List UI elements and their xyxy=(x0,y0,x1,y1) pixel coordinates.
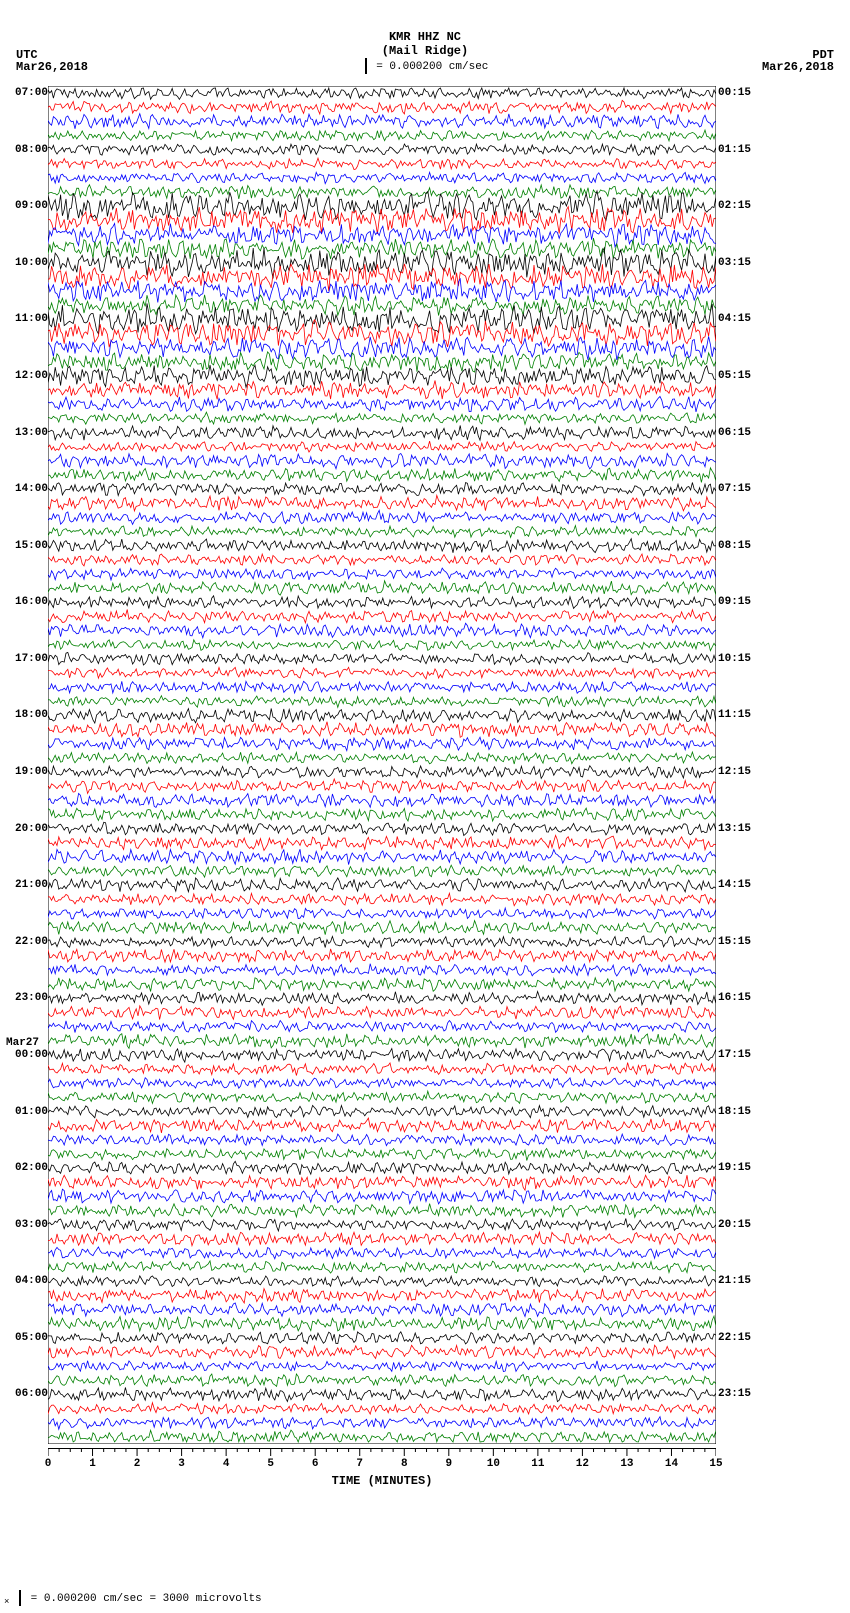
utc-time-row: 11:00 xyxy=(15,313,48,325)
pdt-time-row: 07:15 xyxy=(718,483,751,495)
x-tick-label: 10 xyxy=(487,1458,500,1470)
utc-time-row: 13:00 xyxy=(15,427,48,439)
seismogram-container: KMR HHZ NC (Mail Ridge) = 0.000200 cm/se… xyxy=(0,0,850,1613)
seismogram-svg xyxy=(48,86,716,1444)
x-tick-label: 13 xyxy=(620,1458,633,1470)
utc-time-row: 03:00 xyxy=(15,1219,48,1231)
pdt-time-row: 22:15 xyxy=(718,1332,751,1344)
station-code: KMR HHZ NC xyxy=(0,30,850,44)
pdt-time-row: 02:15 xyxy=(718,200,751,212)
x-tick-label: 3 xyxy=(178,1458,185,1470)
station-location: (Mail Ridge) xyxy=(0,44,850,58)
pdt-time-row: 14:15 xyxy=(718,879,751,891)
utc-time-row: 09:00 xyxy=(15,200,48,212)
utc-time-row: 16:00 xyxy=(15,596,48,608)
pdt-time-row: 08:15 xyxy=(718,540,751,552)
left-date: Mar26,2018 xyxy=(16,60,88,74)
pdt-time-row: 21:15 xyxy=(718,1275,751,1287)
right-date: Mar26,2018 xyxy=(762,60,834,74)
pdt-time-row: 19:15 xyxy=(718,1162,751,1174)
footer-x-icon: × xyxy=(4,1597,9,1607)
utc-time-row: 15:00 xyxy=(15,540,48,552)
pdt-time-row: 17:15 xyxy=(718,1049,751,1061)
x-axis-label: TIME (MINUTES) xyxy=(48,1474,716,1488)
x-axis: 0123456789101112131415 TIME (MINUTES) xyxy=(48,1448,716,1508)
pdt-time-row: 09:15 xyxy=(718,596,751,608)
x-tick-label: 11 xyxy=(531,1458,544,1470)
utc-time-row: 18:00 xyxy=(15,709,48,721)
pdt-time-row: 13:15 xyxy=(718,823,751,835)
utc-time-row: 12:00 xyxy=(15,370,48,382)
pdt-time-row: 20:15 xyxy=(718,1219,751,1231)
pdt-time-row: 18:15 xyxy=(718,1106,751,1118)
utc-time-row: 23:00 xyxy=(15,992,48,1004)
utc-time-row: 02:00 xyxy=(15,1162,48,1174)
utc-time-row: 14:00 xyxy=(15,483,48,495)
x-tick-label: 14 xyxy=(665,1458,678,1470)
x-tick-label: 4 xyxy=(223,1458,230,1470)
utc-time-row: 22:00 xyxy=(15,936,48,948)
pdt-time-row: 00:15 xyxy=(718,87,751,99)
footer-scale: × = 0.000200 cm/sec = 3000 microvolts xyxy=(4,1590,262,1607)
utc-time-row: 08:00 xyxy=(15,144,48,156)
x-tick-label: 15 xyxy=(709,1458,722,1470)
pdt-time-row: 01:15 xyxy=(718,144,751,156)
scale-bar-icon xyxy=(365,58,367,74)
utc-time-row: 07:00 xyxy=(15,87,48,99)
pdt-time-row: 23:15 xyxy=(718,1388,751,1400)
utc-time-row: 06:00 xyxy=(15,1388,48,1400)
pdt-time-row: 04:15 xyxy=(718,313,751,325)
utc-time-row: 19:00 xyxy=(15,766,48,778)
x-axis-ticks-svg xyxy=(48,1448,716,1460)
scale-indicator: = 0.000200 cm/sec xyxy=(0,58,850,74)
footer-text: = 0.000200 cm/sec = 3000 microvolts xyxy=(31,1593,262,1605)
utc-time-row: 21:00 xyxy=(15,879,48,891)
x-tick-label: 7 xyxy=(356,1458,363,1470)
x-tick-label: 5 xyxy=(267,1458,274,1470)
utc-time-row: 04:00 xyxy=(15,1275,48,1287)
utc-date-break: Mar27 xyxy=(6,1037,39,1049)
footer-bar-icon xyxy=(19,1590,21,1606)
x-tick-label: 2 xyxy=(134,1458,141,1470)
x-tick-label: 6 xyxy=(312,1458,319,1470)
x-tick-label: 9 xyxy=(445,1458,452,1470)
utc-time-row: 05:00 xyxy=(15,1332,48,1344)
pdt-time-row: 06:15 xyxy=(718,427,751,439)
pdt-time-row: 03:15 xyxy=(718,257,751,269)
header: KMR HHZ NC (Mail Ridge) = 0.000200 cm/se… xyxy=(0,30,850,74)
pdt-time-row: 11:15 xyxy=(718,709,751,721)
x-tick-label: 12 xyxy=(576,1458,589,1470)
seismogram-plot xyxy=(48,86,716,1444)
x-tick-label: 8 xyxy=(401,1458,408,1470)
pdt-time-row: 05:15 xyxy=(718,370,751,382)
x-tick-label: 0 xyxy=(45,1458,52,1470)
utc-time-row: 17:00 xyxy=(15,653,48,665)
pdt-time-row: 16:15 xyxy=(718,992,751,1004)
scale-value: = 0.000200 cm/sec xyxy=(376,61,488,73)
pdt-time-row: 10:15 xyxy=(718,653,751,665)
utc-time-row: 01:00 xyxy=(15,1106,48,1118)
pdt-time-row: 15:15 xyxy=(718,936,751,948)
x-tick-label: 1 xyxy=(89,1458,96,1470)
utc-time-row: 00:00 xyxy=(15,1049,48,1061)
utc-time-row: 10:00 xyxy=(15,257,48,269)
utc-time-row: 20:00 xyxy=(15,823,48,835)
pdt-time-row: 12:15 xyxy=(718,766,751,778)
